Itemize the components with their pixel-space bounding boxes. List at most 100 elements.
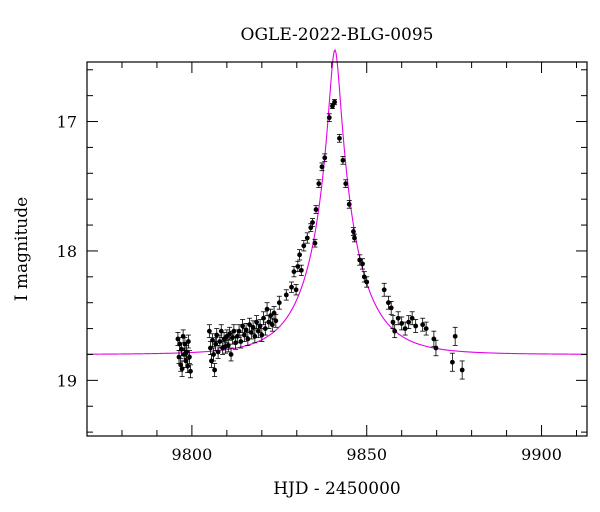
point-marker xyxy=(259,332,265,338)
point-marker xyxy=(297,252,302,258)
x-tick-labels: 9800 9850 9900 xyxy=(172,445,562,464)
point-marker xyxy=(273,318,279,324)
point-marker xyxy=(185,339,191,344)
point-marker xyxy=(420,322,426,328)
data-point xyxy=(343,179,349,188)
point-marker xyxy=(291,269,297,275)
data-point xyxy=(185,334,191,349)
data-point xyxy=(392,324,398,339)
data-point xyxy=(259,328,265,342)
data-point xyxy=(254,315,260,329)
data-point xyxy=(423,321,429,336)
data-point xyxy=(262,321,268,336)
point-marker xyxy=(312,240,318,246)
point-marker xyxy=(217,339,223,344)
data-point xyxy=(326,113,332,122)
data-point xyxy=(293,284,299,296)
data-point xyxy=(264,302,270,317)
data-point xyxy=(420,317,426,332)
data-point xyxy=(268,308,274,323)
data-point xyxy=(313,205,319,214)
model-curve-layer xyxy=(87,48,588,355)
point-marker xyxy=(352,235,357,241)
data-point xyxy=(304,232,310,244)
point-marker xyxy=(211,352,216,357)
point-marker xyxy=(262,326,268,331)
data-point xyxy=(406,315,412,329)
point-marker xyxy=(210,337,215,343)
data-point xyxy=(332,99,338,106)
data-point xyxy=(211,347,217,362)
point-marker xyxy=(264,306,270,312)
point-marker xyxy=(268,313,273,319)
data-point xyxy=(433,339,439,357)
data-point xyxy=(291,266,297,278)
data-point xyxy=(322,153,328,163)
data-point xyxy=(449,352,455,372)
point-marker xyxy=(245,336,251,342)
data-point xyxy=(301,240,307,252)
point-marker xyxy=(289,284,294,290)
point-marker xyxy=(214,332,220,338)
point-marker xyxy=(340,157,346,163)
point-marker xyxy=(337,135,342,141)
data-point xyxy=(409,311,415,326)
point-marker xyxy=(304,235,310,241)
point-marker xyxy=(269,322,275,328)
point-marker xyxy=(254,319,259,325)
data-point xyxy=(187,364,193,379)
data-point xyxy=(276,295,282,310)
point-marker xyxy=(238,339,244,344)
point-marker xyxy=(390,319,396,325)
point-marker xyxy=(381,287,387,293)
point-marker xyxy=(316,181,322,187)
data-point xyxy=(310,218,316,227)
point-marker xyxy=(433,345,439,351)
y-tick-label: 17 xyxy=(57,113,77,132)
point-marker xyxy=(188,368,193,374)
data-point xyxy=(319,162,325,172)
point-marker xyxy=(240,323,245,329)
data-point xyxy=(452,326,458,346)
point-marker xyxy=(392,328,398,334)
data-point xyxy=(459,360,465,380)
data-point xyxy=(364,276,370,288)
data-point xyxy=(210,333,216,348)
point-marker xyxy=(313,207,319,212)
point-marker xyxy=(449,359,455,365)
point-marker xyxy=(298,267,304,273)
point-marker xyxy=(402,326,408,331)
point-marker xyxy=(228,352,234,357)
y-tick-labels: 17 18 19 xyxy=(57,113,77,391)
chart-title: OGLE-2022-BLG-0095 xyxy=(241,25,434,45)
data-point xyxy=(351,233,357,243)
point-marker xyxy=(301,243,307,249)
x-tick-label: 9800 xyxy=(172,445,213,464)
data-point xyxy=(269,317,275,332)
data-point xyxy=(340,156,346,165)
data-point xyxy=(215,345,221,359)
point-marker xyxy=(351,229,356,234)
point-marker xyxy=(413,323,419,329)
point-marker xyxy=(343,181,349,187)
axis-ticks xyxy=(87,62,587,436)
point-marker xyxy=(215,349,221,355)
y-tick-label: 19 xyxy=(57,371,77,390)
point-marker xyxy=(346,201,352,207)
point-marker xyxy=(452,333,458,339)
data-point xyxy=(316,179,322,188)
point-marker xyxy=(326,115,332,121)
data-point xyxy=(346,200,352,209)
data-point xyxy=(245,332,251,346)
point-marker xyxy=(459,367,465,373)
x-axis-label: HJD - 2450000 xyxy=(273,479,401,499)
data-point xyxy=(228,347,234,362)
x-tick-label: 9900 xyxy=(521,445,562,464)
point-marker xyxy=(406,319,412,325)
data-point xyxy=(360,258,366,270)
y-axis-label: I magnitude xyxy=(12,197,32,301)
point-marker xyxy=(179,366,185,372)
data-point xyxy=(402,321,408,336)
model-curve xyxy=(87,48,588,355)
